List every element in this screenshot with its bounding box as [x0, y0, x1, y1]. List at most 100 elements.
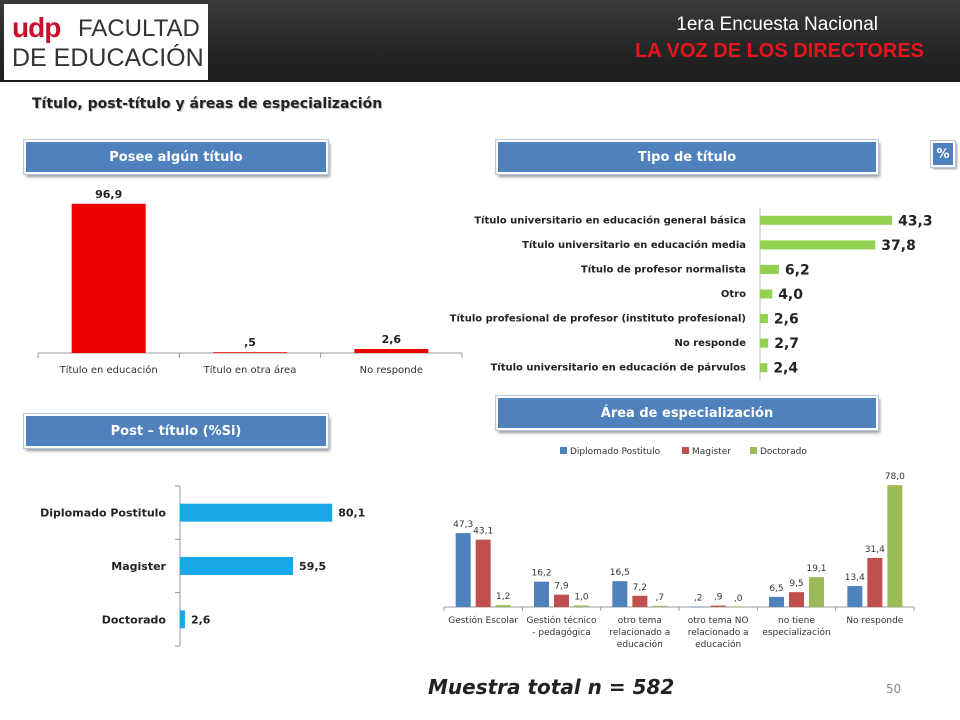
data-label: 2,6 [774, 312, 799, 328]
category-label: educación [695, 639, 741, 650]
data-label: 7,2 [633, 583, 647, 593]
bar [475, 539, 491, 607]
category-label: Título de profesor normalista [581, 263, 746, 275]
category-label: Título en otra área [203, 364, 297, 376]
category-label: Título universitario en educación media [522, 239, 746, 251]
section-area: Área de especialización [496, 396, 878, 430]
udp-logo: udp FACULTAD DE EDUCACIÓN [4, 4, 208, 80]
data-label: 1,0 [574, 592, 589, 602]
data-label: 19,1 [806, 564, 826, 574]
category-label: Doctorado [102, 613, 167, 626]
bar [574, 605, 589, 607]
logo-udp: udp [12, 12, 61, 43]
bar [632, 595, 648, 607]
section-tipo: Tipo de título [496, 140, 878, 174]
data-label: ,0 [734, 594, 743, 604]
bar [847, 586, 863, 607]
category-label: educación [617, 639, 663, 650]
data-label: 2,7 [774, 336, 799, 352]
bar [213, 352, 287, 353]
bar [710, 605, 726, 607]
legend-label: Magister [692, 447, 731, 457]
bar [760, 289, 773, 299]
data-label: 4,0 [778, 287, 803, 303]
bar [71, 203, 146, 353]
chart-posee: 96,9 Título en educación ,5 Título en otra … [37, 190, 463, 376]
data-label: 47,3 [453, 520, 473, 530]
chart-area: Diplomado Postitulo Magister Doctorado 47,3… [443, 447, 915, 650]
data-label: 1,2 [496, 592, 510, 602]
bar [760, 314, 768, 324]
legend-swatch [682, 447, 689, 454]
data-label: 78,0 [885, 472, 905, 482]
data-label: 96,9 [95, 190, 122, 201]
bar [887, 485, 903, 607]
category-label: Título universitario en educación genera… [474, 214, 746, 226]
data-label: ,5 [244, 336, 256, 349]
bar [554, 594, 569, 607]
category-label: - pedagógica [532, 627, 590, 638]
section-post: Post – título (%Si) [24, 414, 328, 448]
page-number: 50 [886, 682, 902, 696]
data-label: 2,6 [191, 613, 211, 626]
chart-tipo: Título universitario en educación genera… [450, 208, 933, 380]
bar [760, 264, 779, 274]
data-label: 59,5 [299, 560, 326, 573]
category-label: Título en educación [59, 364, 158, 376]
data-label: 7,9 [554, 582, 569, 592]
chart-post: Diplomado Postitulo 80,1 Magister 59,5 Docto… [40, 485, 365, 647]
bar [760, 215, 893, 225]
category-label: Gestión técnico [527, 615, 597, 626]
data-label: 13,4 [845, 573, 865, 583]
data-label: ,9 [714, 593, 723, 603]
bar [760, 363, 768, 373]
bar [652, 605, 668, 607]
bar [495, 605, 511, 607]
category-label: Magister [111, 560, 166, 573]
data-label: 6,5 [769, 584, 783, 594]
bar [534, 581, 549, 607]
legend-swatch [560, 447, 567, 454]
category-label: Otro [721, 289, 746, 300]
percent-badge: % [931, 141, 955, 167]
category-label: Gestión Escolar [448, 615, 518, 626]
data-label: 80,1 [338, 507, 365, 520]
data-label: 6,2 [785, 262, 810, 278]
category-label: otro tema NO [688, 616, 749, 626]
data-label: 37,8 [881, 238, 916, 254]
bar [690, 606, 706, 608]
data-label: 16,2 [531, 569, 551, 579]
data-label: ,7 [656, 593, 665, 603]
data-label: 2,4 [773, 361, 798, 377]
category-label: No responde [675, 338, 747, 349]
legend-swatch [750, 447, 757, 454]
data-label: 43,1 [473, 527, 493, 537]
survey-title: 1era Encuesta Nacional [676, 14, 878, 35]
category-label: Título universitario en educación de pár… [490, 362, 746, 374]
survey-subtitle: LA VOZ DE LOS DIRECTORES [635, 40, 924, 62]
slide-subtitle: Título, post-título y áreas de especiali… [32, 96, 383, 112]
category-label: Título profesional de profesor (institut… [450, 313, 746, 325]
legend-label: Doctorado [760, 447, 807, 457]
sample-size: Muestra total n = 582 [428, 675, 675, 699]
data-label: 43,3 [898, 213, 933, 229]
data-label: 2,6 [382, 333, 402, 346]
logo-educacion: DE EDUCACIÓN [12, 44, 204, 72]
bar [730, 607, 746, 608]
category-label: Diplomado Postitulo [40, 507, 166, 520]
category-label: no tiene [778, 616, 815, 626]
bar [180, 557, 294, 575]
bar [867, 557, 883, 607]
data-label: ,2 [694, 594, 703, 604]
bar [760, 338, 769, 348]
data-label: 9,5 [789, 579, 803, 589]
bar [180, 503, 333, 522]
bar [180, 610, 185, 629]
category-label: No responde [846, 616, 903, 626]
category-label: relacionado a [609, 628, 670, 638]
category-label: relacionado a [688, 628, 749, 638]
category-label: No responde [360, 365, 423, 376]
header-bar: udp FACULTAD DE EDUCACIÓN 1era Encuesta … [0, 0, 960, 82]
bar [809, 577, 824, 607]
bar [789, 592, 804, 607]
